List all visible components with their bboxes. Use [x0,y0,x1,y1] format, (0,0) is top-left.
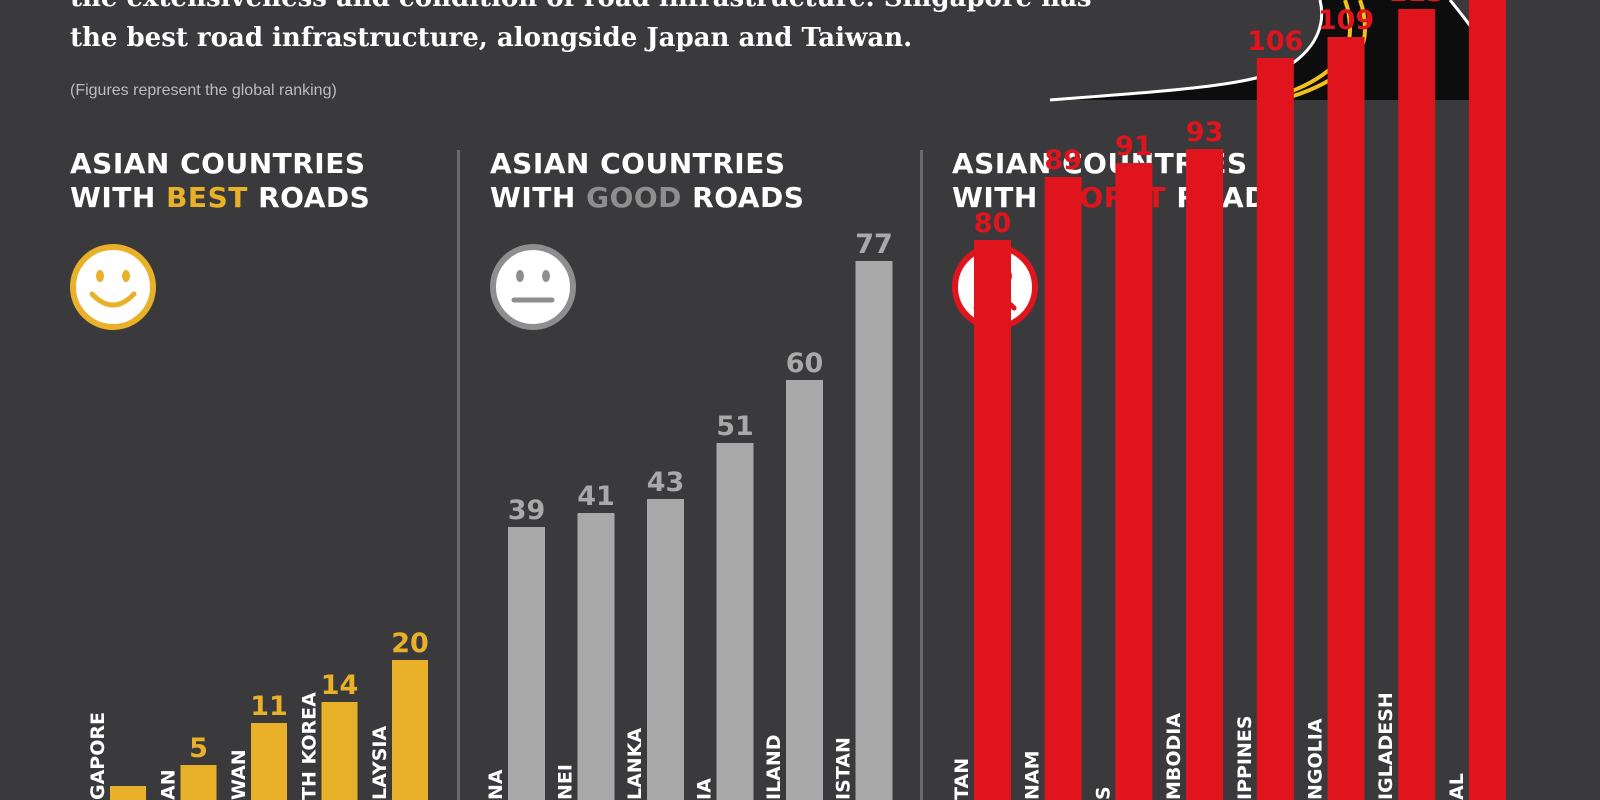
section-title-best: ASIAN COUNTRIES WITH BEST ROADS [70,147,371,214]
value-label-worst: 109 [1318,5,1374,36]
bar-worst-philippines [1256,58,1294,800]
category-label-best: GAPORE [87,712,109,800]
bar-worst-laos [1115,163,1153,800]
neutral-face-icon [490,244,576,330]
value-label-worst: 80 [974,208,1012,239]
category-label-worst: S [1092,786,1114,800]
category-label-worst: IGLADESH [1375,692,1397,800]
section-title-good: ASIAN COUNTRIES WITH GOOD ROADS [490,147,805,214]
category-label-good: LANKA [624,728,646,800]
bar-worst-mongolia [1327,37,1365,800]
value-label-good: 51 [716,411,754,442]
bar-good-thailand [786,380,823,800]
bar-best-japan [180,765,217,800]
value-label-best: 14 [321,670,359,701]
bar-good-china [508,527,545,800]
divider-right [920,150,923,800]
category-label-worst: MBODIA [1163,713,1185,800]
category-label-good: NEI [555,764,577,800]
bar-best-taiwan [251,723,287,800]
value-label-good: 60 [786,348,824,379]
value-label-worst: 89 [1044,145,1082,176]
category-label-best: WAN [228,749,250,800]
category-label-best: LAYSIA [369,725,391,800]
bar-worst-bhutan [974,240,1011,800]
keyword-best: BEST [166,181,248,214]
category-label-worst: IPPINES [1234,715,1256,800]
bar-good-brunei [577,513,615,800]
category-label-good: IA [694,778,716,800]
bar-best-malaysia [392,660,428,800]
intro-line-2: the best road infrastructure, alongside … [70,23,913,53]
value-label-best: 5 [189,733,208,764]
value-label-best: 20 [391,628,429,659]
category-label-good: ISTAN [833,737,855,800]
bar-worst-cambodia [1186,149,1224,800]
category-label-good: ILAND [763,734,785,800]
bar-worst-vietnam [1044,177,1082,800]
value-label-worst: 106 [1247,26,1303,57]
category-label-worst: NAM [1022,750,1044,800]
value-label-worst: 91 [1115,131,1153,162]
category-label-worst: AL [1446,773,1468,800]
category-label-best: AN [158,769,180,800]
category-label-best: TH KOREA [299,692,321,800]
value-label-good: 77 [855,229,893,260]
value-label-good: 41 [577,481,615,512]
bar-worst-bangladesh [1398,9,1436,800]
bar-good-india [716,443,754,800]
category-label-good: NA [485,769,507,800]
category-label-worst: NGOLIA [1305,718,1327,800]
value-label-good: 39 [508,495,546,526]
bar-good-pakistan [855,261,893,800]
bar-good-sri-lanka [647,499,684,800]
ranking-note: (Figures represent the global ranking) [70,82,337,99]
bar-worst-nepal [1468,0,1506,800]
value-label-worst: 113 [1389,0,1445,8]
intro-line-1: the extensiveness and condition of road … [70,0,1190,18]
keyword-good: GOOD [586,181,682,214]
smiley-face-icon [70,244,156,330]
category-label-worst: TAN [951,758,973,800]
value-label-best: 11 [250,691,288,722]
value-label-good: 43 [647,467,685,498]
intro-text: the extensiveness and condition of road … [70,0,1190,58]
bar-best-singapore [110,786,146,800]
bar-best-south-korea [321,702,358,800]
divider-left [457,150,460,800]
value-label-worst: 93 [1186,117,1224,148]
